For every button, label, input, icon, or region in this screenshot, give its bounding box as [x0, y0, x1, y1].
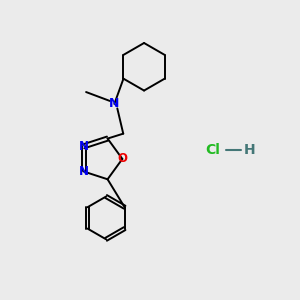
Text: N: N [109, 98, 119, 110]
Text: O: O [117, 152, 128, 165]
Text: H: H [244, 143, 255, 157]
Text: Cl: Cl [205, 143, 220, 157]
Text: N: N [79, 140, 88, 153]
Text: N: N [79, 165, 88, 178]
